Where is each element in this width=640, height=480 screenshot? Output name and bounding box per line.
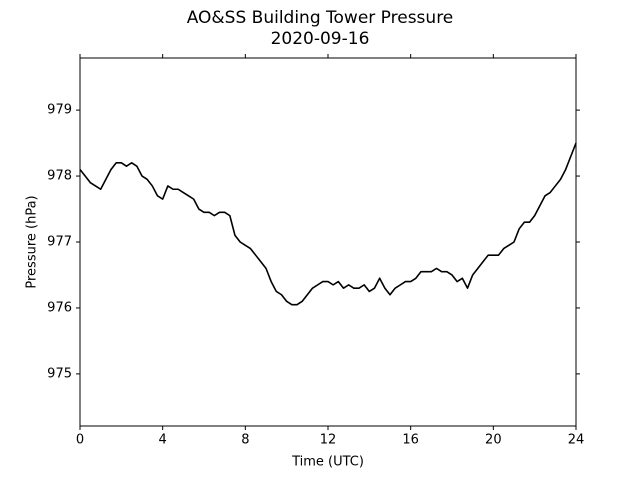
y-tick-label: 976 [47, 300, 72, 315]
x-tick-label: 16 [402, 433, 419, 448]
y-axis-label: Pressure (hPa) [25, 195, 40, 288]
x-tick-label: 24 [568, 433, 585, 448]
x-axis-label: Time (UTC) [291, 455, 364, 470]
chart-subtitle: 2020-09-16 [271, 29, 370, 49]
y-tick-label: 978 [47, 169, 72, 184]
y-tick-label: 979 [47, 103, 72, 118]
x-tick-label: 4 [159, 433, 167, 448]
x-tick-label: 0 [76, 433, 84, 448]
y-tick-label: 977 [47, 235, 72, 250]
x-tick-label: 20 [485, 433, 502, 448]
x-tick-label: 12 [320, 433, 337, 448]
chart-title: AO&SS Building Tower Pressure [187, 8, 454, 28]
y-tick-label: 975 [47, 366, 72, 381]
line-series [79, 142, 577, 306]
x-tick-label: 8 [241, 433, 249, 448]
